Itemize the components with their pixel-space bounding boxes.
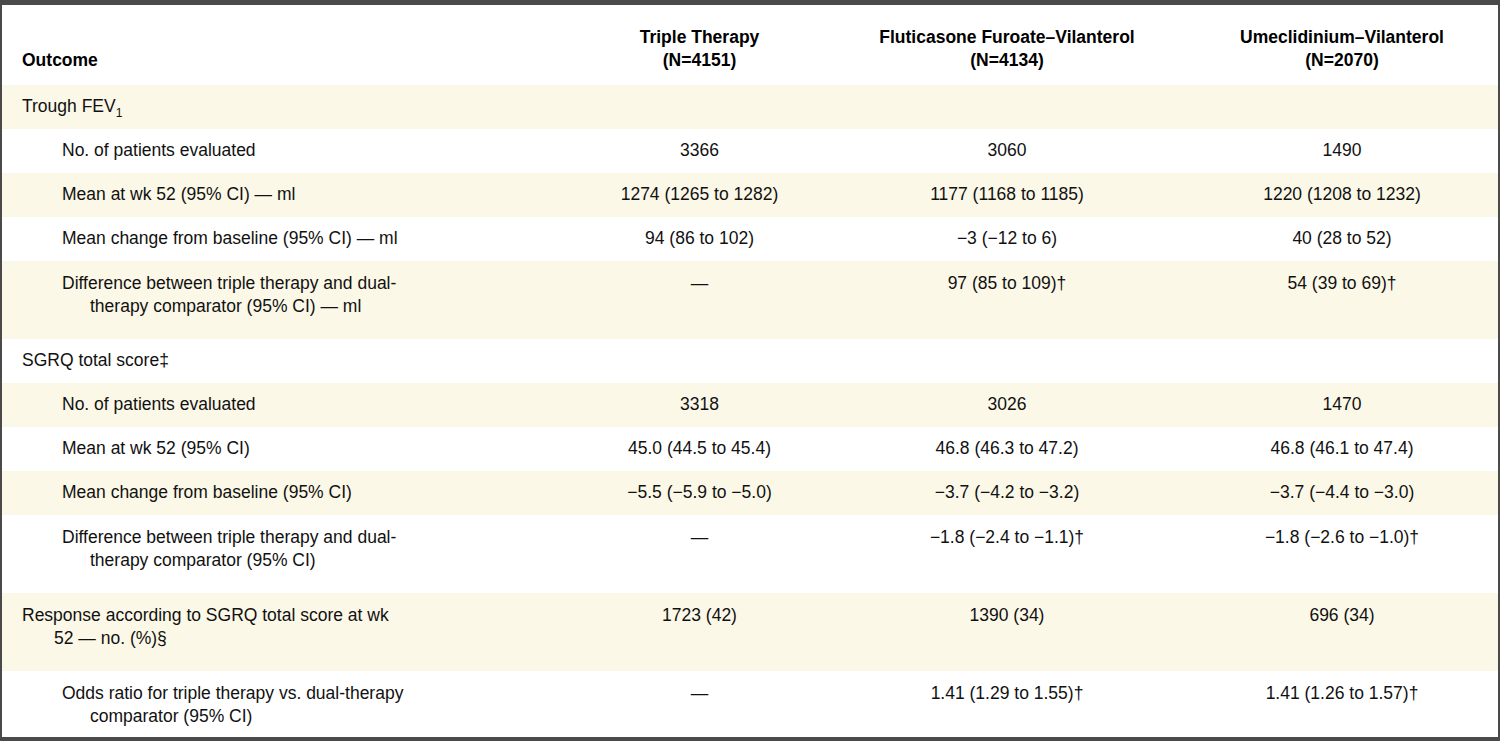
column-header-label: Outcome — [22, 50, 98, 70]
cell-value: 3026 — [832, 383, 1182, 427]
table-row-mean-change-ml: Mean change from baseline (95% CI) — ml … — [2, 217, 1500, 261]
cell-value: 46.8 (46.3 to 47.2) — [832, 427, 1182, 471]
cell-value — [832, 339, 1182, 383]
cell-value: −3.7 (−4.2 to −3.2) — [832, 471, 1182, 515]
cell-value: 3060 — [832, 129, 1182, 173]
column-header-n: (N=2070) — [1182, 49, 1500, 72]
column-header-label: Fluticasone Furoate–Vilanterol — [832, 26, 1182, 49]
cell-value: 696 (34) — [1182, 593, 1500, 671]
header-row: Outcome Triple Therapy(N=4151) Fluticaso… — [2, 5, 1500, 85]
table-row-difference-sgrq: Difference between triple therapy and du… — [2, 515, 1500, 593]
outcomes-table: Outcome Triple Therapy(N=4151) Fluticaso… — [0, 0, 1500, 741]
row-label: SGRQ total score‡ — [2, 339, 567, 383]
cell-value: 1723 (42) — [567, 593, 832, 671]
cell-value: 46.8 (46.1 to 47.4) — [1182, 427, 1500, 471]
cell-value: −3 (−12 to 6) — [832, 217, 1182, 261]
table-row-mean-change-sgrq: Mean change from baseline (95% CI) −5.5 … — [2, 471, 1500, 515]
row-label: Mean change from baseline (95% CI) — [2, 471, 567, 515]
cell-value: 1177 (1168 to 1185) — [832, 173, 1182, 217]
table-row-response-sgrq: Response according to SGRQ total score a… — [2, 593, 1500, 671]
cell-value: −3.7 (−4.4 to −3.0) — [1182, 471, 1500, 515]
cell-value: 1.41 (1.29 to 1.55)† — [832, 671, 1182, 737]
cell-value — [1182, 339, 1500, 383]
column-header-outcome: Outcome — [2, 5, 567, 85]
column-header-fluticasone-furoate-vilanterol: Fluticasone Furoate–Vilanterol(N=4134) — [832, 5, 1182, 85]
row-label: Mean at wk 52 (95% CI) — ml — [2, 173, 567, 217]
cell-value: 45.0 (44.5 to 45.4) — [567, 427, 832, 471]
cell-value: 94 (86 to 102) — [567, 217, 832, 261]
cell-value: 1390 (34) — [832, 593, 1182, 671]
cell-value — [567, 339, 832, 383]
outcomes-data-table: Outcome Triple Therapy(N=4151) Fluticaso… — [2, 5, 1500, 737]
cell-value: −1.8 (−2.4 to −1.1)† — [832, 515, 1182, 593]
row-label: Mean at wk 52 (95% CI) — [2, 427, 567, 471]
cell-value: 1470 — [1182, 383, 1500, 427]
cell-value — [1182, 85, 1500, 129]
column-header-label: Umeclidinium–Vilanterol — [1182, 26, 1500, 49]
cell-value: −1.8 (−2.6 to −1.0)† — [1182, 515, 1500, 593]
cell-value: — — [567, 515, 832, 593]
column-header-label: Triple Therapy — [567, 26, 832, 49]
column-header-n: (N=4134) — [832, 49, 1182, 72]
column-header-umeclidinium-vilanterol: Umeclidinium–Vilanterol(N=2070) — [1182, 5, 1500, 85]
cell-value: — — [567, 671, 832, 737]
column-header-triple-therapy: Triple Therapy(N=4151) — [567, 5, 832, 85]
cell-value: 54 (39 to 69)† — [1182, 261, 1500, 339]
cell-value — [567, 85, 832, 129]
cell-value: 40 (28 to 52) — [1182, 217, 1500, 261]
row-label: Difference between triple therapy and du… — [2, 261, 567, 339]
row-label: Trough FEV1 — [2, 85, 567, 129]
cell-value: 1.41 (1.26 to 1.57)† — [1182, 671, 1500, 737]
table-row-section-trough-fev1: Trough FEV1 — [2, 85, 1500, 129]
cell-value: 3318 — [567, 383, 832, 427]
cell-value: 1490 — [1182, 129, 1500, 173]
column-header-n: (N=4151) — [567, 49, 832, 72]
cell-value: −5.5 (−5.9 to −5.0) — [567, 471, 832, 515]
table-row-odds-ratio: Odds ratio for triple therapy vs. dual-t… — [2, 671, 1500, 737]
table-row-difference-ml: Difference between triple therapy and du… — [2, 261, 1500, 339]
table-row-mean-wk52-sgrq: Mean at wk 52 (95% CI) 45.0 (44.5 to 45.… — [2, 427, 1500, 471]
table-row-patients-evaluated-sgrq: No. of patients evaluated 3318 3026 1470 — [2, 383, 1500, 427]
cell-value: 1220 (1208 to 1232) — [1182, 173, 1500, 217]
cell-value — [832, 85, 1182, 129]
row-label: Difference between triple therapy and du… — [2, 515, 567, 593]
row-label: Odds ratio for triple therapy vs. dual-t… — [2, 671, 567, 737]
row-label: No. of patients evaluated — [2, 383, 567, 427]
row-label: Mean change from baseline (95% CI) — ml — [2, 217, 567, 261]
row-label: Response according to SGRQ total score a… — [2, 593, 567, 671]
cell-value: — — [567, 261, 832, 339]
cell-value: 97 (85 to 109)† — [832, 261, 1182, 339]
table-row-patients-evaluated-fev1: No. of patients evaluated 3366 3060 1490 — [2, 129, 1500, 173]
cell-value: 1274 (1265 to 1282) — [567, 173, 832, 217]
cell-value: 3366 — [567, 129, 832, 173]
subscript: 1 — [116, 106, 123, 120]
row-label: No. of patients evaluated — [2, 129, 567, 173]
table-row-mean-wk52-ml: Mean at wk 52 (95% CI) — ml 1274 (1265 t… — [2, 173, 1500, 217]
table-row-section-sgrq: SGRQ total score‡ — [2, 339, 1500, 383]
